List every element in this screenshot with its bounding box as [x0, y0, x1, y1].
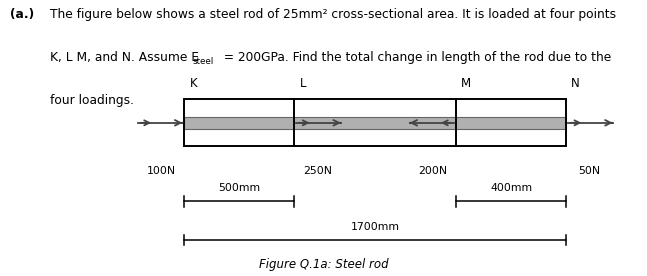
Text: K, L M, and N. Assume E: K, L M, and N. Assume E: [50, 51, 199, 64]
Text: M: M: [461, 77, 472, 90]
Text: four loadings.: four loadings.: [50, 94, 134, 107]
Text: (a.): (a.): [10, 8, 34, 21]
Text: K: K: [190, 77, 197, 90]
Text: Figure Q.1a: Steel rod: Figure Q.1a: Steel rod: [259, 258, 388, 271]
Text: 1700mm: 1700mm: [351, 222, 400, 232]
Text: = 200GPa. Find the total change in length of the rod due to the: = 200GPa. Find the total change in lengt…: [220, 51, 611, 64]
Text: 100N: 100N: [146, 166, 176, 176]
Text: 400mm: 400mm: [490, 184, 532, 193]
Text: steel: steel: [193, 57, 214, 67]
Text: L: L: [300, 77, 306, 90]
Text: 200N: 200N: [418, 166, 448, 176]
Polygon shape: [184, 117, 566, 129]
Text: 50N: 50N: [578, 166, 600, 176]
Text: N: N: [571, 77, 580, 90]
Text: 250N: 250N: [303, 166, 332, 176]
Text: 500mm: 500mm: [218, 184, 261, 193]
Text: The figure below shows a steel rod of 25mm² cross-sectional area. It is loaded a: The figure below shows a steel rod of 25…: [50, 8, 616, 21]
